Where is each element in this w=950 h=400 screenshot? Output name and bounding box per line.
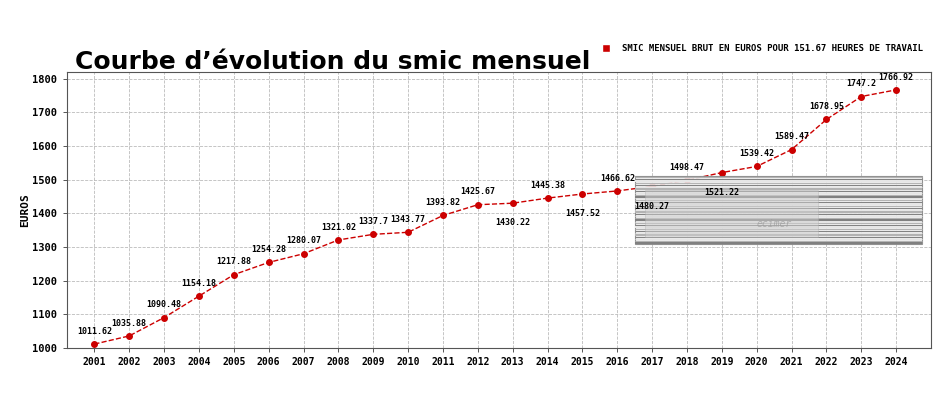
Text: 1445.38: 1445.38 xyxy=(530,181,565,190)
Text: 1521.22: 1521.22 xyxy=(704,188,739,197)
Text: 1498.47: 1498.47 xyxy=(670,163,705,172)
Text: 1425.67: 1425.67 xyxy=(461,187,495,196)
Text: 1766.92: 1766.92 xyxy=(879,72,914,82)
Bar xyxy=(635,176,922,244)
Text: 1457.52: 1457.52 xyxy=(565,209,599,218)
Text: ecimer: ecimer xyxy=(757,219,792,229)
Text: 1337.7: 1337.7 xyxy=(358,217,389,226)
Text: 1217.88: 1217.88 xyxy=(217,257,252,266)
Text: 1393.82: 1393.82 xyxy=(426,198,461,207)
Y-axis label: EUROS: EUROS xyxy=(20,193,29,227)
Text: 1343.77: 1343.77 xyxy=(390,215,426,224)
Text: 1678.95: 1678.95 xyxy=(808,102,844,111)
Text: 1321.02: 1321.02 xyxy=(321,223,356,232)
Text: 1747.2: 1747.2 xyxy=(846,79,876,88)
Text: 1539.42: 1539.42 xyxy=(739,149,774,158)
Text: 1430.22: 1430.22 xyxy=(495,218,530,228)
Text: 1035.88: 1035.88 xyxy=(112,318,146,328)
Text: 1480.27: 1480.27 xyxy=(635,202,670,211)
Text: 1254.28: 1254.28 xyxy=(251,245,286,254)
Text: 1090.48: 1090.48 xyxy=(146,300,181,309)
Text: 1154.18: 1154.18 xyxy=(181,279,217,288)
Text: 1280.07: 1280.07 xyxy=(286,236,321,245)
Text: 1589.47: 1589.47 xyxy=(774,132,809,141)
Text: 1011.62: 1011.62 xyxy=(77,327,112,336)
Text: Courbe d’évolution du smic mensuel: Courbe d’évolution du smic mensuel xyxy=(75,50,591,74)
Text: 1466.62: 1466.62 xyxy=(599,174,635,183)
Legend: SMIC MENSUEL BRUT EN EUROS POUR 151.67 HEURES DE TRAVAIL: SMIC MENSUEL BRUT EN EUROS POUR 151.67 H… xyxy=(593,41,926,57)
Bar xyxy=(645,190,818,237)
